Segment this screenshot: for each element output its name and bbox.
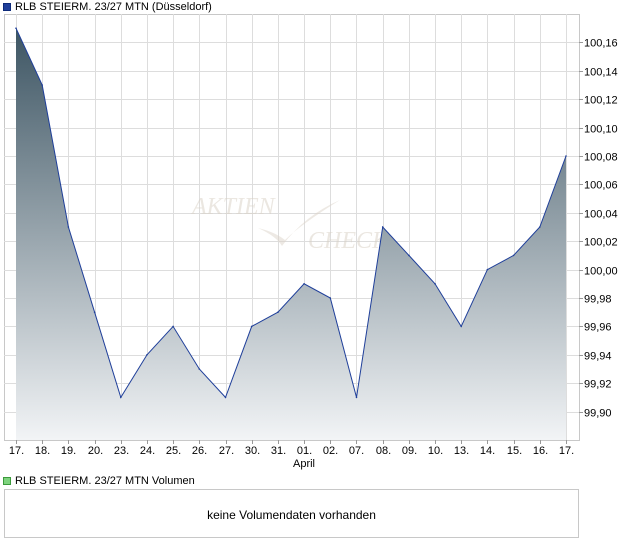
price-legend-label: RLB STEIERM. 23/27 MTN (Düsseldorf) [15,1,212,13]
x-tick-label: 18. [35,445,50,457]
price-point [303,283,305,285]
price-point [250,325,253,328]
x-month-label: April [293,458,315,470]
price-point [172,325,174,328]
x-tick-label: 08. [376,445,391,457]
x-tick-label: 31. [271,445,286,457]
x-tick-label: 17. [9,445,24,457]
volume-empty-message: keine Volumendaten vorhanden [207,508,376,522]
x-tick-label: 19. [61,445,76,457]
y-tick-label: 100,08 [584,152,618,164]
y-tick-label: 100,02 [584,237,618,249]
price-point [486,268,489,271]
y-tick-label: 100,14 [584,67,618,79]
watermark-line2: CHECK [308,228,390,254]
x-tick-label: 25. [166,445,181,457]
volume-panel: keine Volumendaten vorhanden [4,489,579,538]
volume-legend: RLB STEIERM. 23/27 MTN Volumen [3,474,195,488]
price-point [460,325,463,328]
price-point [381,226,384,228]
watermark-line1: AKTIEN [190,194,277,220]
price-legend: RLB STEIERM. 23/27 MTN (Düsseldorf) [3,0,212,14]
price-point [565,155,567,157]
price-points [15,27,567,399]
volume-legend-label: RLB STEIERM. 23/27 MTN Volumen [15,475,195,487]
x-axis-ticks: 17. 18. 19. 20. 23. 24. 25. 26. 27. 30. 31. 01. 02. 0… [9,440,574,470]
watermark: AKTIEN CHECK [190,194,390,254]
x-tick-label: 26. [192,445,207,457]
price-chart: AKTIEN CHECK 100,16100,14100,12100,10100… [4,14,618,470]
volume-legend-swatch [3,477,11,485]
y-tick-label: 99,92 [584,379,612,391]
x-tick-label: 16. [533,445,548,457]
price-point [539,226,541,228]
x-tick-label: 24. [140,445,155,457]
price-legend-swatch [3,3,11,11]
price-point [355,396,358,399]
y-tick-label: 100,10 [584,124,618,136]
watermark-swoosh [258,200,340,246]
x-tick-label: 15. [507,445,522,457]
x-tick-label: 23. [114,445,129,457]
price-point [329,297,332,299]
x-tick-label: 07. [349,445,364,457]
x-tick-label: 30. [245,445,260,457]
price-point [408,254,410,257]
price-point [434,283,436,285]
y-tick-label: 99,94 [584,351,612,363]
price-point [146,354,148,356]
y-tick-label: 99,98 [584,294,612,306]
y-tick-label: 99,90 [584,408,612,420]
x-tick-label: 01. [297,445,312,457]
price-point [120,396,122,399]
y-axis-ticks: 100,16 100,14 100,12 100,10 100,08 100,06 100,… [579,38,618,420]
price-line [15,27,567,399]
x-tick-label: 27. [219,445,234,457]
y-tick-label: 100,16 [584,38,618,50]
price-point [277,311,279,314]
y-tick-label: 99,96 [584,322,612,334]
price-point [41,84,43,86]
price-point [93,311,96,314]
x-tick-label: 10. [428,445,443,457]
x-tick-label: 13. [454,445,469,457]
x-tick-label: 09. [402,445,417,457]
x-tick-label: 14. [480,445,495,457]
price-point [15,27,17,30]
x-tick-label: 20. [88,445,103,457]
y-tick-label: 100,04 [584,209,618,221]
price-area [16,28,566,440]
x-tick-label: 17. [559,445,574,457]
y-tick-label: 100,06 [584,180,618,192]
y-tick-label: 100,12 [584,95,618,107]
price-point [224,396,227,399]
price-point [198,368,201,370]
price-point [67,226,70,228]
x-tick-label: 02. [323,445,338,457]
price-point [512,254,515,257]
y-tick-label: 100,00 [584,266,618,278]
